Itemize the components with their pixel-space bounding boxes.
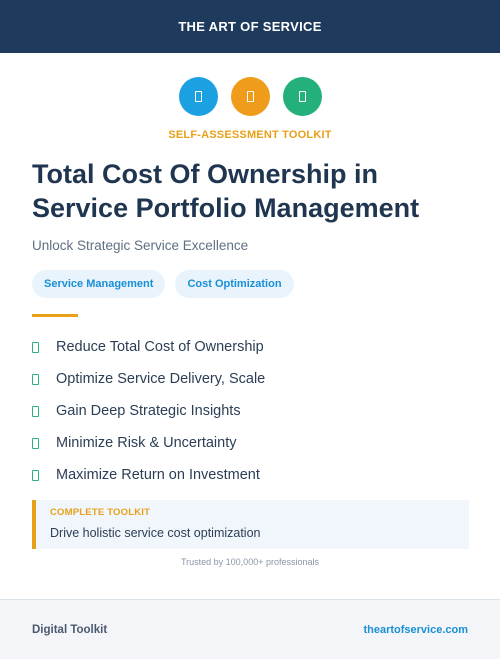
feature-item: Gain Deep Strategic Insights xyxy=(32,395,265,427)
callout-text: Drive holistic service cost optimization xyxy=(50,526,261,540)
check-icon xyxy=(32,373,39,385)
icon-circle-orange xyxy=(230,77,270,116)
tag-list: Service Management Cost Optimization xyxy=(32,270,294,298)
feature-item: Reduce Total Cost of Ownership xyxy=(32,331,265,363)
feature-item: Maximize Return on Investment xyxy=(32,459,265,491)
icon-row xyxy=(0,77,500,116)
footer-label: Digital Toolkit xyxy=(32,623,108,636)
document-icon xyxy=(298,91,306,102)
check-icon xyxy=(32,405,39,417)
feature-label: Gain Deep Strategic Insights xyxy=(56,403,241,419)
website-link[interactable]: theartofservice.com xyxy=(363,623,468,636)
document-icon xyxy=(194,91,202,102)
feature-label: Reduce Total Cost of Ownership xyxy=(56,339,264,355)
callout-kicker: COMPLETE TOOLKIT xyxy=(50,507,151,518)
brand-title: THE ART OF SERVICE xyxy=(178,19,322,34)
check-icon xyxy=(32,437,39,449)
feature-list: Reduce Total Cost of Ownership Optimize … xyxy=(32,331,265,491)
check-icon xyxy=(32,469,39,481)
feature-label: Optimize Service Delivery, Scale xyxy=(56,371,266,387)
feature-item: Optimize Service Delivery, Scale xyxy=(32,363,265,395)
document-icon xyxy=(246,91,254,102)
icon-circle-blue xyxy=(178,77,218,116)
header-bar: THE ART OF SERVICE xyxy=(0,0,500,53)
feature-label: Minimize Risk & Uncertainty xyxy=(56,435,237,451)
footer: Digital Toolkit theartofservice.com xyxy=(0,599,500,659)
tag-cost-optimization: Cost Optimization xyxy=(175,270,294,298)
tag-service-management: Service Management xyxy=(32,270,166,298)
accent-divider xyxy=(32,314,78,317)
toolkit-callout: COMPLETE TOOLKIT Drive holistic service … xyxy=(32,500,469,549)
feature-item: Minimize Risk & Uncertainty xyxy=(32,427,265,459)
page-title: Total Cost Of Ownership in Service Portf… xyxy=(32,159,420,223)
check-icon xyxy=(32,341,39,353)
page-subtitle: Unlock Strategic Service Excellence xyxy=(32,238,249,253)
trusted-note: Trusted by 100,000+ professionals xyxy=(180,557,319,567)
feature-label: Maximize Return on Investment xyxy=(56,467,260,483)
toolkit-kicker: SELF-ASSESSMENT TOOLKIT xyxy=(168,129,332,141)
icon-circle-green xyxy=(282,77,322,116)
